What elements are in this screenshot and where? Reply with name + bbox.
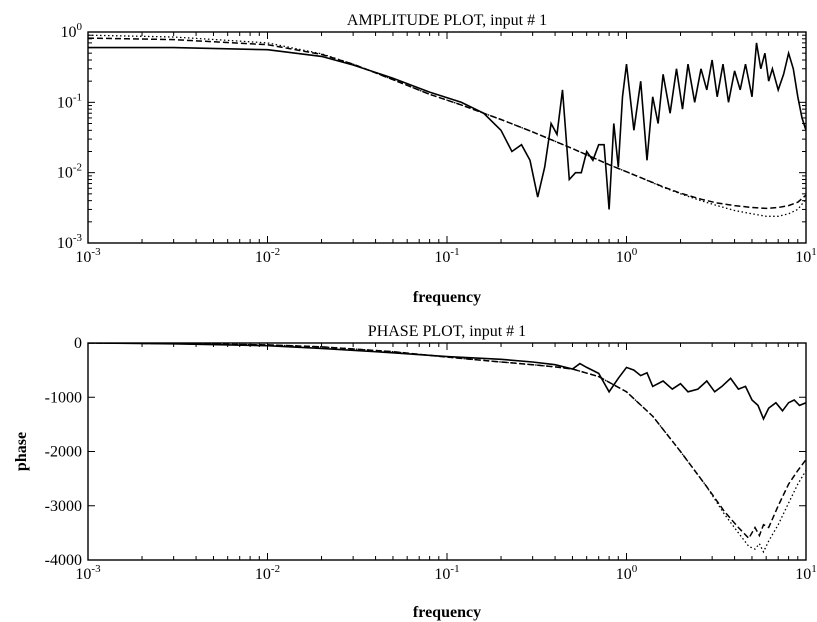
series-line-dashed: [88, 37, 806, 210]
phase-plot: PHASE PLOT, input # 1 frequency phase 10-3 1…: [13, 323, 817, 621]
x-tick-label: 10-1: [434, 563, 459, 583]
y-tick-label: -4000: [45, 552, 82, 569]
x-axis-label: frequency: [413, 289, 481, 306]
series-group: [88, 343, 806, 554]
x-tick-label: 10-3: [75, 563, 101, 583]
y-tick-label: 0: [74, 335, 82, 352]
x-tick-label: 100: [616, 563, 638, 583]
y-tick-label: -1000: [45, 389, 82, 406]
y-tick-label: 10-1: [57, 91, 82, 111]
series-line-dashed: [88, 343, 806, 540]
y-axis-label: phase: [13, 432, 30, 471]
y-tick-label: -2000: [45, 444, 82, 461]
y-tick-label: 10-2: [57, 162, 82, 182]
series-group: [88, 34, 806, 217]
x-tick-label: 101: [795, 246, 817, 266]
y-tick-label: -3000: [45, 498, 82, 515]
series-line-dotted: [88, 34, 806, 217]
x-tick-label: 10-2: [255, 563, 280, 583]
plot-frame: [87, 342, 807, 561]
x-axis-label: frequency: [413, 604, 481, 621]
plot-frame: [87, 31, 807, 244]
series-line-solid: [88, 42, 806, 210]
chart-title: PHASE PLOT, input # 1: [368, 323, 526, 340]
x-tick-label: 101: [795, 563, 817, 583]
x-tick-label: 10-1: [434, 246, 459, 266]
y-tick-label: 100: [61, 21, 83, 41]
x-tick-label: 10-3: [75, 246, 101, 266]
y-tick-label: 10-3: [57, 232, 83, 252]
x-tick-label: 10-2: [255, 246, 280, 266]
x-tick-label: 100: [616, 246, 638, 266]
series-line-solid: [88, 343, 806, 421]
series-line-dotted: [88, 343, 806, 554]
chart-title: AMPLITUDE PLOT, input # 1: [347, 12, 547, 29]
